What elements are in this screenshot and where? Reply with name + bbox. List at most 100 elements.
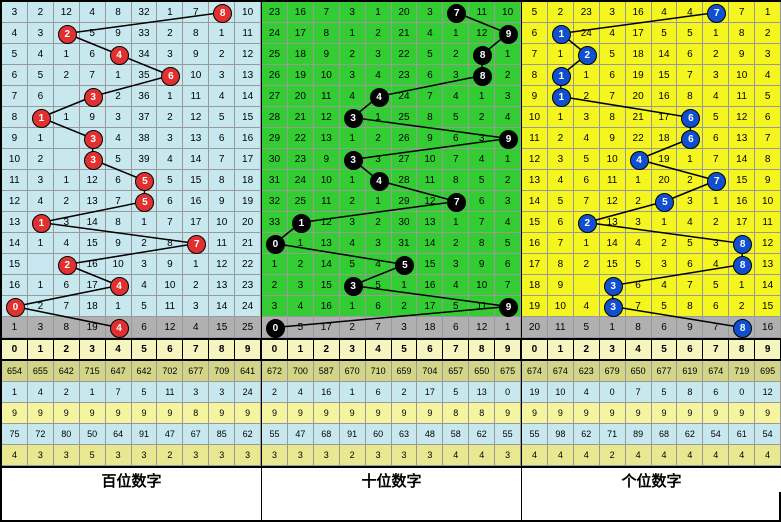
grid-cell: 15 — [755, 296, 781, 317]
totals-cell: 48 — [417, 424, 443, 445]
grid-cell: 15 — [314, 275, 340, 296]
data-row: 32251121291263 — [262, 191, 521, 212]
grid-cell: 18 — [626, 44, 652, 65]
grid-cell: 1 — [600, 317, 626, 338]
grid-cell: 5 — [288, 317, 314, 338]
grid-cell: 1 — [366, 191, 392, 212]
header-cell: 9 — [755, 340, 781, 361]
grid-cell: 14 — [417, 233, 443, 254]
data-row: 3023932710741 — [262, 149, 521, 170]
trend-ball: 0 — [266, 235, 285, 254]
grid-cell — [54, 128, 80, 149]
totals-cell: 3 — [392, 445, 418, 466]
grid-cell: 14 — [652, 44, 678, 65]
grid-cell: 1 — [677, 149, 703, 170]
data-row: 191047586215 — [522, 296, 781, 317]
totals-cell: 674 — [522, 361, 548, 382]
totals-row: 142175113324 — [2, 382, 261, 403]
grid-cell: 20 — [522, 317, 548, 338]
trend-ball: 3 — [344, 151, 363, 170]
grid-cell: 3 — [652, 254, 678, 275]
grid-cell: 1 — [366, 107, 392, 128]
grid-cell: 4 — [677, 2, 703, 23]
totals-row: 9999999899 — [2, 403, 261, 424]
totals-cell: 63 — [392, 424, 418, 445]
grid-cell: 23 — [288, 149, 314, 170]
grid-cell: 1 — [548, 107, 574, 128]
totals-cell: 19 — [522, 382, 548, 403]
grid-cell: 6 — [677, 44, 703, 65]
grid-cell: 12 — [80, 170, 106, 191]
grid-cell: 4 — [548, 170, 574, 191]
grid-cell: 1 — [469, 86, 495, 107]
trend-ball: 3 — [344, 277, 363, 296]
header-cell: 6 — [157, 340, 183, 361]
totals-cell: 9 — [522, 403, 548, 424]
grid-cell: 9 — [314, 149, 340, 170]
header-cell: 6 — [417, 340, 443, 361]
totals-cell: 4 — [2, 445, 28, 466]
trend-ball: 9 — [499, 298, 518, 317]
grid-cell: 6 — [703, 296, 729, 317]
totals-cell: 679 — [600, 361, 626, 382]
data-row: 1381961241525 — [2, 317, 261, 338]
trend-ball: 4 — [370, 88, 389, 107]
grid-cell: 19 — [522, 296, 548, 317]
totals-cell: 71 — [600, 424, 626, 445]
grid-cell: 2 — [574, 86, 600, 107]
grid-cell: 1 — [28, 275, 54, 296]
grid-cell: 17 — [417, 296, 443, 317]
grid-cell: 18 — [288, 44, 314, 65]
grid-cell: 4 — [755, 65, 781, 86]
totals-cell: 642 — [54, 361, 80, 382]
grid-cell: 36 — [132, 86, 158, 107]
totals-row: 75728050649147678562 — [2, 424, 261, 445]
panel-0: 3212483217104359332811154163439212652713… — [2, 2, 262, 520]
grid-cell: 1 — [106, 65, 132, 86]
grid-cell: 8 — [209, 170, 235, 191]
grid-cell: 7 — [157, 212, 183, 233]
grid-cell: 18 — [522, 275, 548, 296]
grid-cell: 16 — [626, 2, 652, 23]
grid-cell: 9 — [106, 233, 132, 254]
grid-cell: 2 — [495, 170, 521, 191]
data-row: 1242137616919 — [2, 191, 261, 212]
totals-cell: 55 — [262, 424, 288, 445]
grid-cell: 2 — [703, 44, 729, 65]
grid-cell: 37 — [132, 107, 158, 128]
totals-cell: 55 — [522, 424, 548, 445]
totals-cell: 4 — [677, 445, 703, 466]
header-cell: 3 — [340, 340, 366, 361]
data-row: 9110438313616 — [2, 128, 261, 149]
grid-cell: 8 — [522, 65, 548, 86]
grid-cell: 4 — [28, 191, 54, 212]
totals-cell: 98 — [548, 424, 574, 445]
grid-cell: 1 — [340, 128, 366, 149]
grid-cell: 6 — [443, 128, 469, 149]
grid-cell: 12 — [235, 44, 261, 65]
grid-cell: 17 — [652, 107, 678, 128]
grid-cell: 13 — [2, 212, 28, 233]
header-cell: 5 — [652, 340, 678, 361]
totals-cell: 3 — [288, 445, 314, 466]
grid-cell: 5 — [522, 2, 548, 23]
totals-cell: 9 — [314, 403, 340, 424]
data-row: 2718151131424 — [2, 296, 261, 317]
grid-cell: 5 — [340, 254, 366, 275]
grid-cell: 11 — [2, 170, 28, 191]
grid-cell: 13 — [235, 65, 261, 86]
data-row: 113433114285 — [262, 233, 521, 254]
grid-cell: 13 — [522, 170, 548, 191]
grid-cell: 16 — [652, 86, 678, 107]
grid-cell: 4 — [28, 44, 54, 65]
data-row: 1235101917148 — [522, 149, 781, 170]
grid-cell: 10 — [600, 149, 626, 170]
trend-ball: 2 — [578, 214, 597, 233]
grid-cell: 4 — [80, 2, 106, 23]
grid-cell: 2 — [574, 254, 600, 275]
grid-cell: 9 — [548, 275, 574, 296]
totals-cell: 2 — [157, 445, 183, 466]
grid-cell: 4 — [417, 23, 443, 44]
grid-cell: 4 — [183, 317, 209, 338]
header-cell: 8 — [209, 340, 235, 361]
